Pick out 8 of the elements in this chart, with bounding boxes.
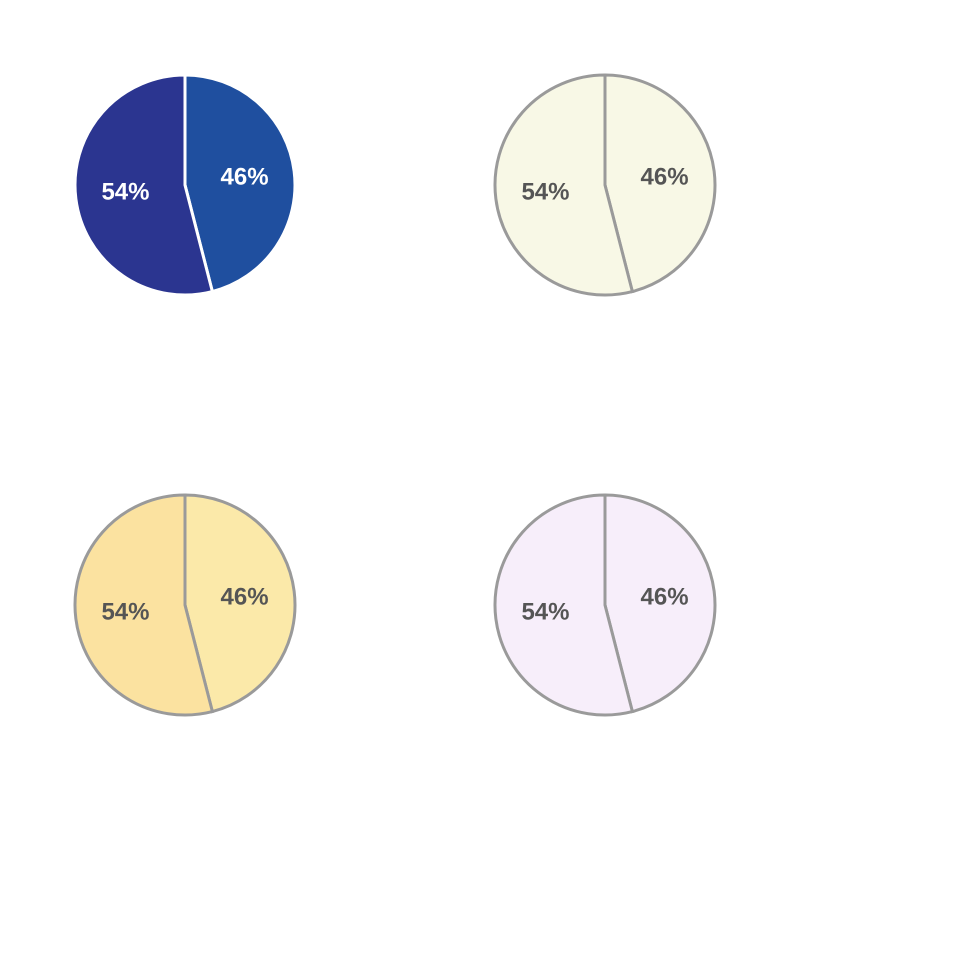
data-label: 46% <box>220 163 269 190</box>
data-label: 54% <box>521 178 570 206</box>
data-label: 46% <box>640 163 689 190</box>
data-label: 46% <box>640 583 689 610</box>
data-label: 54% <box>101 178 150 206</box>
data-label: 54% <box>101 598 150 626</box>
data-label: 46% <box>220 583 269 610</box>
data-label: 54% <box>521 598 570 626</box>
